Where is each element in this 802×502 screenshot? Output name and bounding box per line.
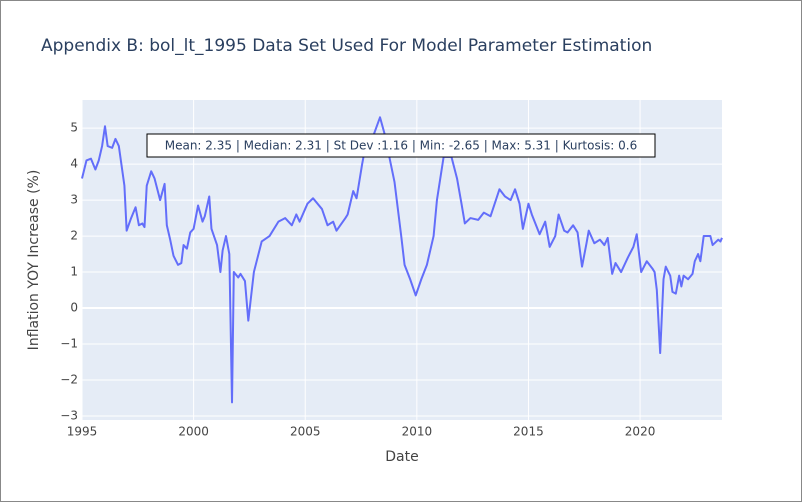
y-tick-label: 3 (70, 193, 78, 207)
y-tick-label: 0 (70, 301, 78, 315)
x-tick-label: 2010 (402, 425, 433, 439)
y-tick-label: 5 (70, 121, 78, 135)
x-tick-label: 2000 (178, 425, 209, 439)
y-tick-label: 1 (70, 265, 78, 279)
y-tick-label: 2 (70, 229, 78, 243)
marks (81, 116, 723, 404)
y-axis-title: Inflation YOY Increase (%) (26, 170, 42, 351)
y-tick-label: −3 (60, 409, 78, 423)
chart-title: Appendix B: bol_lt_1995 Data Set Used Fo… (41, 36, 652, 56)
y-tick-label: −2 (60, 373, 78, 387)
x-axis-title: Date (385, 449, 418, 465)
x-tick-label: 1995 (67, 425, 98, 439)
x-tick-label: 2015 (513, 425, 544, 439)
annotation-box (146, 133, 656, 158)
x-tick-label: 2020 (625, 425, 656, 439)
line-series (81, 116, 723, 404)
annotation: Mean: 2.35 | Median: 2.31 | St Dev :1.16… (165, 139, 638, 153)
x-tick-label: 2005 (290, 425, 321, 439)
y-tick-label: 4 (70, 157, 78, 171)
y-tick-label: −1 (60, 337, 78, 351)
